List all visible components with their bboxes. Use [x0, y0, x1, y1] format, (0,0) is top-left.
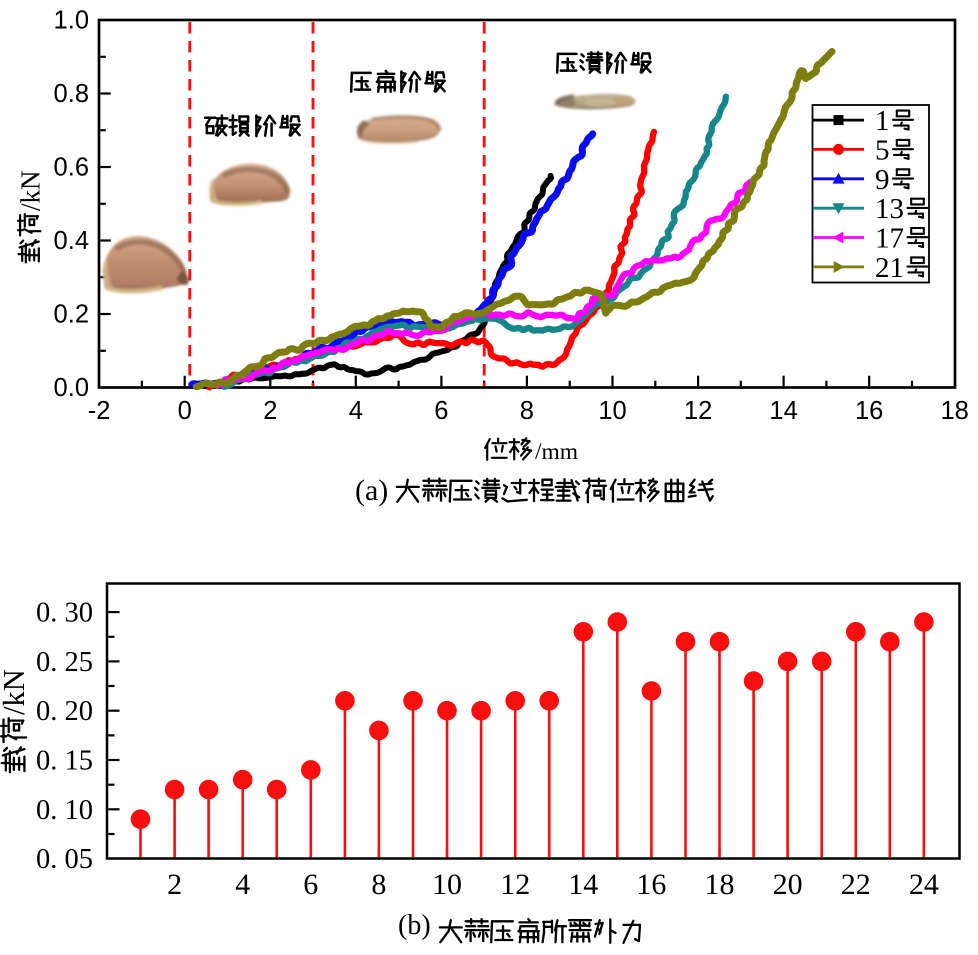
- svg-text:14: 14: [568, 868, 598, 901]
- svg-text:/kN: /kN: [0, 669, 31, 715]
- svg-text:1.0: 1.0: [54, 7, 89, 35]
- svg-text:0. 30: 0. 30: [36, 598, 93, 629]
- svg-text:6: 6: [303, 868, 318, 901]
- svg-text:16: 16: [636, 868, 666, 901]
- svg-text:8: 8: [371, 868, 386, 901]
- svg-text:0.0: 0.0: [54, 374, 89, 402]
- svg-text:18: 18: [705, 868, 735, 901]
- svg-text:(b): (b): [398, 910, 431, 941]
- svg-text:(a): (a): [355, 474, 388, 507]
- svg-text:0. 05: 0. 05: [36, 844, 93, 875]
- svg-text:4: 4: [235, 868, 250, 901]
- svg-text:8: 8: [520, 397, 534, 425]
- svg-text:0.4: 0.4: [54, 227, 89, 255]
- svg-text:/kN: /kN: [16, 171, 46, 212]
- svg-text:0.8: 0.8: [54, 80, 89, 108]
- svg-text:6: 6: [434, 397, 448, 425]
- svg-text:0. 20: 0. 20: [36, 696, 93, 727]
- svg-text:0. 15: 0. 15: [36, 746, 93, 777]
- svg-text:18: 18: [941, 397, 969, 425]
- svg-text:16: 16: [855, 397, 883, 425]
- svg-text:1: 1: [875, 105, 890, 137]
- svg-text:14: 14: [769, 397, 797, 425]
- svg-text:10: 10: [598, 397, 626, 425]
- svg-text:17: 17: [875, 223, 904, 255]
- svg-text:9: 9: [875, 164, 890, 196]
- svg-text:12: 12: [684, 397, 712, 425]
- svg-text:0. 25: 0. 25: [36, 647, 93, 678]
- svg-text:/mm: /mm: [535, 439, 578, 465]
- svg-text:0. 10: 0. 10: [36, 795, 93, 826]
- svg-text:0.2: 0.2: [54, 301, 89, 329]
- svg-text:0: 0: [178, 397, 192, 425]
- svg-text:0.6: 0.6: [54, 154, 89, 182]
- svg-text:24: 24: [909, 868, 939, 901]
- svg-text:21: 21: [875, 252, 904, 284]
- svg-text:20: 20: [773, 868, 803, 901]
- svg-text:2: 2: [167, 868, 182, 901]
- svg-text:-2: -2: [88, 397, 111, 425]
- svg-text:4: 4: [349, 397, 363, 425]
- svg-text:22: 22: [841, 868, 871, 901]
- svg-text:12: 12: [500, 868, 530, 901]
- svg-text:13: 13: [875, 193, 904, 225]
- svg-text:5: 5: [875, 134, 890, 166]
- svg-text:10: 10: [432, 868, 462, 901]
- svg-text:2: 2: [263, 397, 277, 425]
